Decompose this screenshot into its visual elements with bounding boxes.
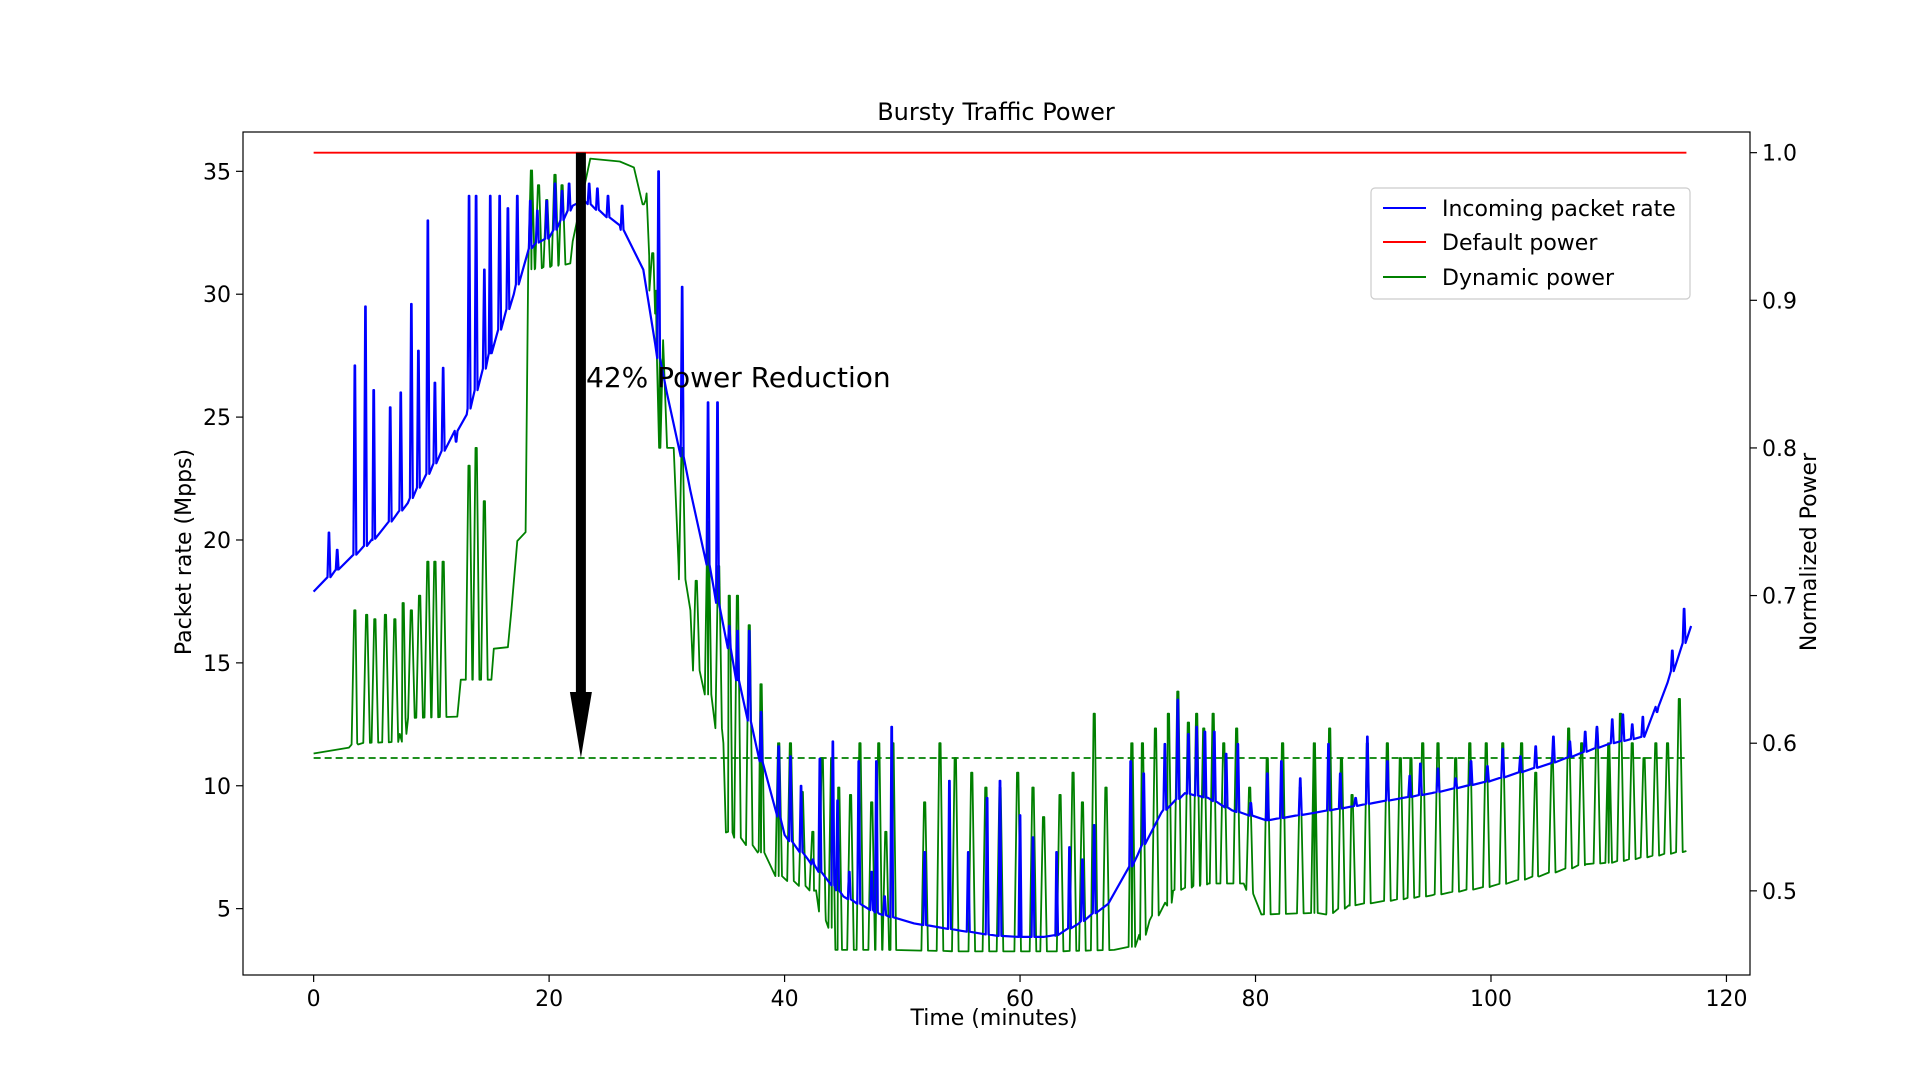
y-axis-label: Packet rate (Mpps) xyxy=(172,449,197,655)
y-tick-label: 35 xyxy=(203,160,231,185)
x-axis-label: Time (minutes) xyxy=(909,1006,1077,1031)
y2-tick-label: 0.7 xyxy=(1762,585,1797,610)
y2-tick-label: 0.9 xyxy=(1762,289,1797,314)
x-tick-label: 0 xyxy=(307,987,321,1012)
annotation-text: 42% Power Reduction xyxy=(586,361,891,394)
y2-tick-label: 0.5 xyxy=(1762,880,1797,905)
legend-label-incoming: Incoming packet rate xyxy=(1442,197,1676,222)
y-tick-label: 30 xyxy=(203,283,231,308)
x-tick-label: 60 xyxy=(1006,987,1034,1012)
x-tick-label: 40 xyxy=(771,987,799,1012)
legend-box xyxy=(1370,187,1691,300)
y2-tick-label: 0.8 xyxy=(1762,437,1797,462)
y2-axis-label: Normalized Power xyxy=(1797,452,1822,651)
y-tick-label: 15 xyxy=(203,652,231,677)
plot-lines xyxy=(312,151,1693,953)
axes-frame xyxy=(242,131,1751,976)
chart-title: Bursty Traffic Power xyxy=(877,98,1115,126)
ticks: 0 20 40 60 80 100 120 5 10 15 20 25 30 35 0.5 0.6 0.7 0.8… xyxy=(203,142,1797,1012)
y2-tick-label: 0.6 xyxy=(1762,732,1797,757)
y-tick-label: 20 xyxy=(203,529,231,554)
y-tick-label: 25 xyxy=(203,406,231,431)
y-tick-label: 5 xyxy=(217,898,231,923)
x-tick-label: 80 xyxy=(1242,987,1270,1012)
legend-label-dynamic: Dynamic power xyxy=(1442,266,1615,291)
y-tick-label: 10 xyxy=(203,775,231,800)
x-tick-label: 120 xyxy=(1705,987,1747,1012)
dynamic-power-line xyxy=(313,157,1687,953)
y2-tick-label: 1.0 xyxy=(1762,142,1797,167)
legend: Incoming packet rate Default power Dynam… xyxy=(1370,187,1691,300)
arrow-head xyxy=(569,691,592,758)
power-reduction-annotation xyxy=(569,152,592,758)
incoming-packet-rate-line xyxy=(312,170,1693,939)
legend-label-default: Default power xyxy=(1442,231,1598,256)
plot-area-border xyxy=(242,131,1751,976)
x-tick-label: 20 xyxy=(535,987,563,1012)
x-tick-label: 100 xyxy=(1470,987,1512,1012)
